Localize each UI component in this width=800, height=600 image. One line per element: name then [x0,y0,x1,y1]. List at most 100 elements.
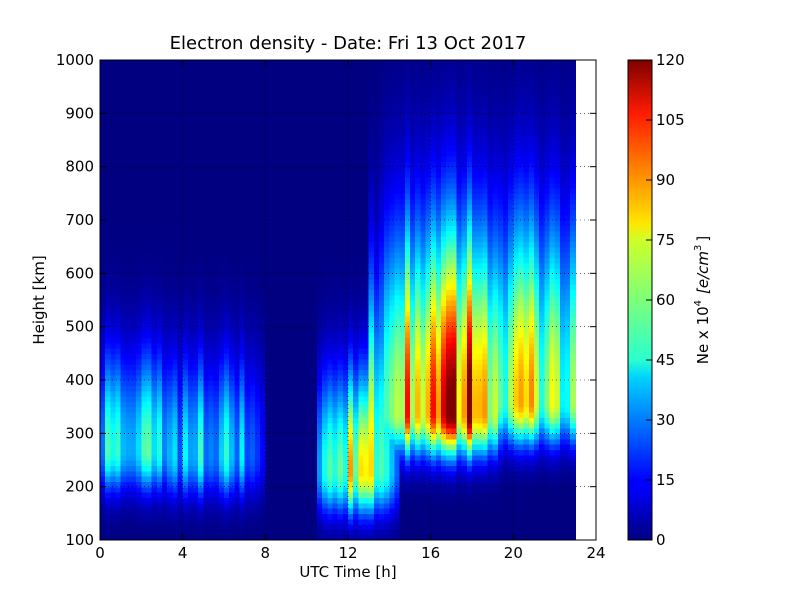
heatmap-cell [100,337,106,344]
heatmap-cell [260,438,266,445]
heatmap-cell [373,81,380,88]
heatmap-cell [234,380,241,386]
heatmap-cell [162,406,168,413]
heatmap-cell [172,204,179,210]
heatmap-cell [337,524,344,530]
heatmap-cell [301,449,308,456]
heatmap-cell [136,140,142,146]
heatmap-cell [125,513,132,520]
heatmap-cell [177,145,184,152]
heatmap-cell [249,444,256,450]
heatmap-cell [136,364,142,370]
heatmap-cell [368,396,375,402]
heatmap-cell [208,529,215,536]
heatmap-cell [100,140,106,146]
heatmap-cell [156,417,163,424]
heatmap-cell [234,289,241,296]
heatmap-cell [306,193,313,200]
heatmap-cell [162,460,168,466]
heatmap-cell [187,60,194,66]
heatmap-cell [136,150,142,157]
heatmap-cell [172,145,179,152]
heatmap-cell [105,534,111,541]
heatmap-cell [373,332,380,338]
heatmap-cell [234,273,241,280]
heatmap-cell [120,246,127,253]
heatmap-cell [322,390,328,397]
heatmap-cell [317,289,323,296]
heatmap-cell [131,412,137,418]
heatmap-cell [120,401,127,408]
heatmap-cell [342,113,349,120]
heatmap-cell [120,476,127,482]
heatmap-cell [363,310,370,317]
heatmap-cell [125,113,132,120]
heatmap-cell [270,321,277,328]
heatmap-cell [146,406,153,413]
heatmap-cell [182,524,189,530]
heatmap-cell [110,433,117,440]
heatmap-cell [348,390,354,397]
heatmap-cell [218,129,225,136]
heatmap-cell [146,166,153,173]
heatmap-cell [368,524,375,530]
heatmap-cell [373,257,380,264]
heatmap-cell [193,518,199,525]
heatmap-cell [384,310,390,317]
heatmap-cell [301,198,308,205]
heatmap-cell [131,268,137,274]
heatmap-cell [301,401,308,408]
heatmap-cell [280,444,287,450]
heatmap-cell [151,156,158,162]
heatmap-cell [229,284,235,290]
heatmap-cell [187,118,194,125]
heatmap-cell [136,470,142,477]
heatmap-cell [193,65,199,72]
heatmap-cell [146,246,153,253]
heatmap-cell [208,476,215,482]
heatmap-cell [260,417,266,424]
heatmap-cell [193,198,199,205]
heatmap-cell [125,497,132,504]
heatmap-cell [156,166,163,173]
heatmap-cell [358,129,365,136]
heatmap-cell [286,252,292,258]
heatmap-cell [353,172,359,178]
heatmap-cell [110,321,117,328]
heatmap-cell [275,284,282,290]
heatmap-cell [244,444,251,450]
heatmap-cell [322,497,328,504]
heatmap-cell [172,508,179,514]
heatmap-cell [141,188,148,194]
heatmap-cell [105,188,111,194]
heatmap-cell [296,81,303,88]
heatmap-cell [167,236,173,242]
heatmap-cell [187,465,194,472]
heatmap-cell [218,428,225,434]
heatmap-cell [322,310,328,317]
heatmap-cell [342,353,349,360]
heatmap-cell [156,353,163,360]
heatmap-cell [296,257,303,264]
heatmap-cell [322,428,328,434]
heatmap-cell [311,353,318,360]
heatmap-cell [260,321,266,328]
heatmap-cell [213,241,220,248]
heatmap-cell [151,422,158,429]
heatmap-cell [229,236,235,242]
heatmap-cell [120,534,127,541]
heatmap-cell [332,326,339,333]
heatmap-cell [203,113,210,120]
heatmap-cell [368,246,375,253]
heatmap-cell [234,145,241,152]
heatmap-cell [270,92,277,98]
heatmap-cell [280,294,287,301]
heatmap-cell [239,198,246,205]
heatmap-cell [244,182,251,189]
heatmap-cell [125,268,132,274]
heatmap-cell [301,337,308,344]
heatmap-cell [213,502,220,509]
heatmap-cell [193,150,199,157]
heatmap-cell [291,465,297,472]
heatmap-cell [136,465,142,472]
